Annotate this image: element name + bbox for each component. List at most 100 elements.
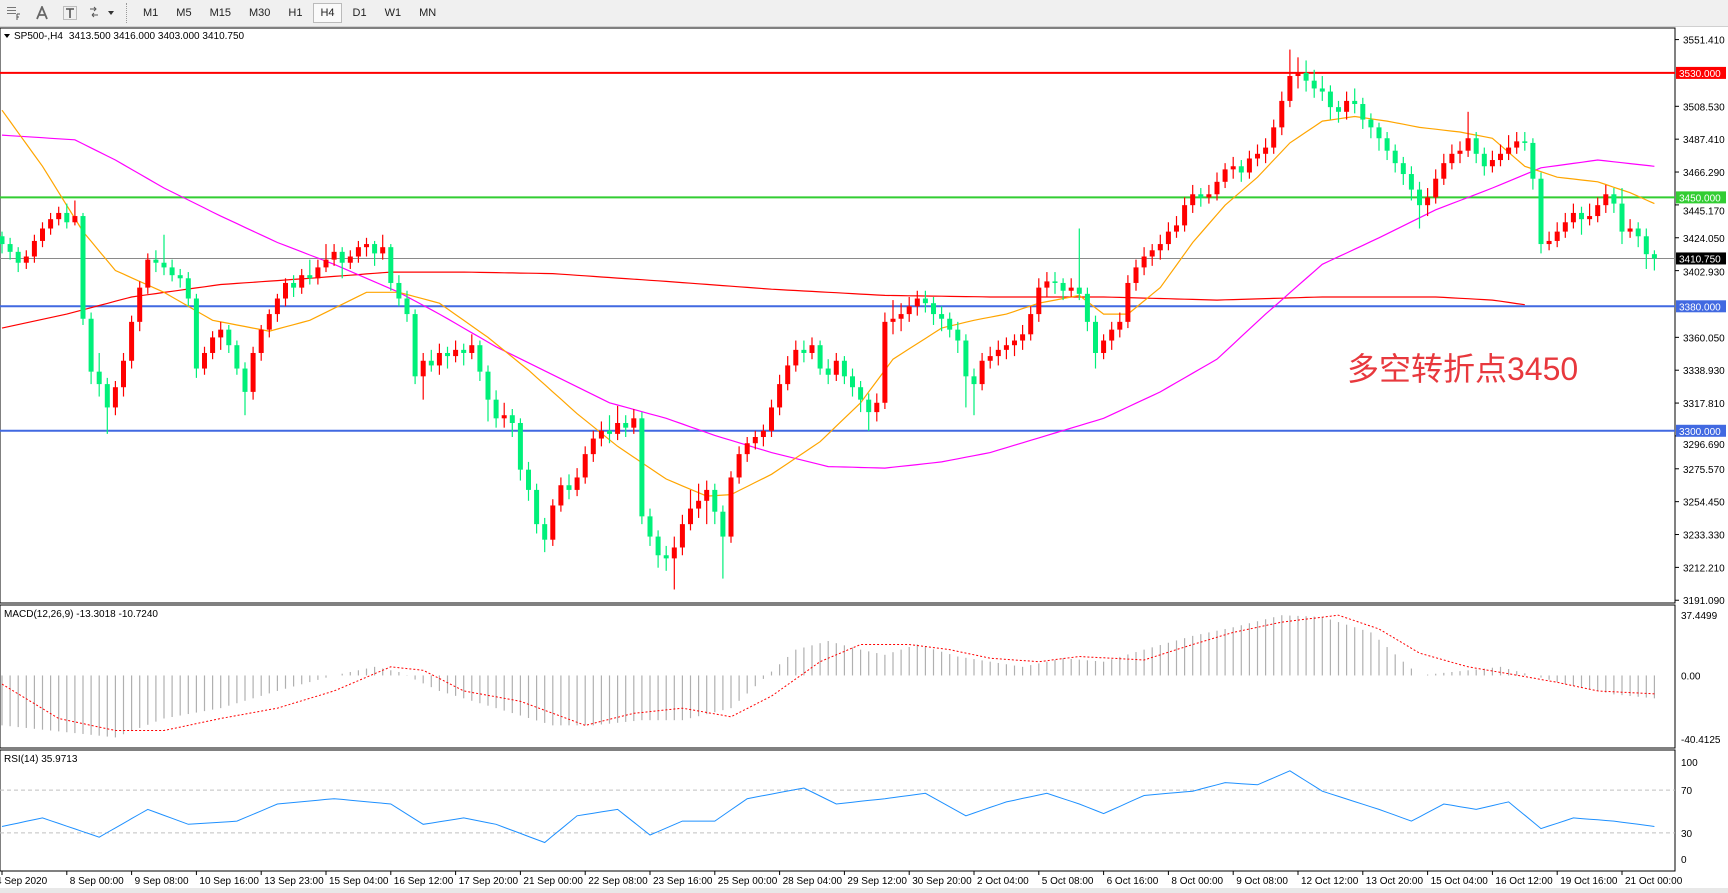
annotation-text[interactable]: 多空转折点3450 [1347,351,1578,387]
candle[interactable] [1157,234,1163,260]
candle[interactable] [1368,113,1374,139]
candle[interactable] [1141,247,1147,276]
candle[interactable] [56,206,62,226]
candle[interactable] [380,234,386,260]
candle[interactable] [307,259,313,285]
candle[interactable] [1433,169,1439,204]
candle[interactable] [922,290,928,313]
candle[interactable] [631,408,637,434]
arrows-icon[interactable] [87,2,117,24]
candle[interactable] [558,477,564,512]
candle[interactable] [315,259,321,285]
candle[interactable] [299,268,305,294]
timeframe-w1[interactable]: W1 [384,7,402,19]
candle[interactable] [858,380,864,413]
candle[interactable] [647,508,653,546]
candle[interactable] [712,483,718,525]
candle[interactable] [963,334,969,408]
candle[interactable] [31,234,37,263]
candle[interactable] [104,377,110,434]
candle[interactable] [129,315,135,369]
candle[interactable] [453,340,459,363]
candle[interactable] [1530,138,1536,190]
candle[interactable] [112,380,118,416]
candle[interactable] [1311,69,1317,98]
candle[interactable] [1303,60,1309,92]
candle[interactable] [202,346,207,375]
candle[interactable] [1093,315,1098,369]
candle[interactable] [1635,222,1641,248]
candle[interactable] [1546,231,1552,251]
candle[interactable] [1125,275,1131,329]
candle[interactable] [1579,206,1584,235]
candle[interactable] [542,517,548,553]
candle[interactable] [1344,91,1350,120]
candle[interactable] [1538,172,1544,254]
candle[interactable] [947,312,953,338]
timeframe-m1[interactable]: M1 [143,7,159,19]
candle[interactable] [339,247,345,279]
candle[interactable] [145,253,151,294]
candle[interactable] [1319,76,1325,101]
candle[interactable] [1506,135,1512,161]
candle[interactable] [987,346,993,369]
candle[interactable] [890,300,896,335]
candle[interactable] [210,331,216,360]
candle[interactable] [1190,184,1196,213]
main-pane[interactable] [0,27,1676,604]
candle[interactable] [1603,184,1609,213]
candle[interactable] [169,259,175,282]
timeframe-m15[interactable]: M15 [209,7,231,19]
candle[interactable] [841,356,847,385]
candle[interactable] [655,530,661,568]
candle[interactable] [760,424,766,447]
candle[interactable] [598,421,604,447]
candle[interactable] [1246,150,1252,179]
candle[interactable] [615,405,621,441]
candle[interactable] [1028,306,1034,341]
candle[interactable] [7,237,13,260]
candle[interactable] [485,365,491,422]
candle[interactable] [607,415,612,444]
candle[interactable] [153,250,159,273]
candle[interactable] [671,536,677,590]
candle[interactable] [72,200,78,226]
candle[interactable] [226,324,232,353]
candle[interactable] [1408,166,1414,201]
candle[interactable] [550,499,556,546]
candle[interactable] [1149,244,1155,266]
candle[interactable] [323,244,329,273]
candle[interactable] [817,340,823,375]
candle[interactable] [1465,111,1471,157]
candle[interactable] [1068,278,1074,297]
candle[interactable] [436,343,442,375]
candle[interactable] [234,340,240,375]
time-axis[interactable]: 4 Sep 2020 8 Sep 00:00 9 Sep 08:00 10 Sep 1… [0,871,1683,887]
candle[interactable] [1084,287,1090,332]
text-a-icon[interactable] [31,2,53,24]
candle[interactable] [720,505,726,579]
candle[interactable] [574,468,580,497]
candle[interactable] [274,293,280,322]
candle[interactable] [971,368,977,416]
candle[interactable] [428,349,434,372]
candle[interactable] [679,514,685,556]
candle[interactable] [1255,144,1260,167]
candle[interactable] [1222,163,1228,189]
candle[interactable] [979,352,985,391]
candle[interactable] [121,352,126,397]
candle[interactable] [801,340,807,363]
candle[interactable] [1352,88,1358,114]
candle[interactable] [218,321,224,350]
candle[interactable] [64,203,70,229]
candle[interactable] [266,309,272,338]
candle[interactable] [1554,222,1560,248]
text-box-icon[interactable] [59,2,81,24]
candle[interactable] [1481,147,1487,176]
candle[interactable] [445,346,450,369]
candle[interactable] [1651,250,1657,271]
candle[interactable] [364,237,369,257]
candle[interactable] [590,430,596,462]
candle[interactable] [1295,57,1301,89]
price-axis[interactable]: 3551.410 3508.530 3487.410 3466.290 3445.170… [1675,36,1725,608]
